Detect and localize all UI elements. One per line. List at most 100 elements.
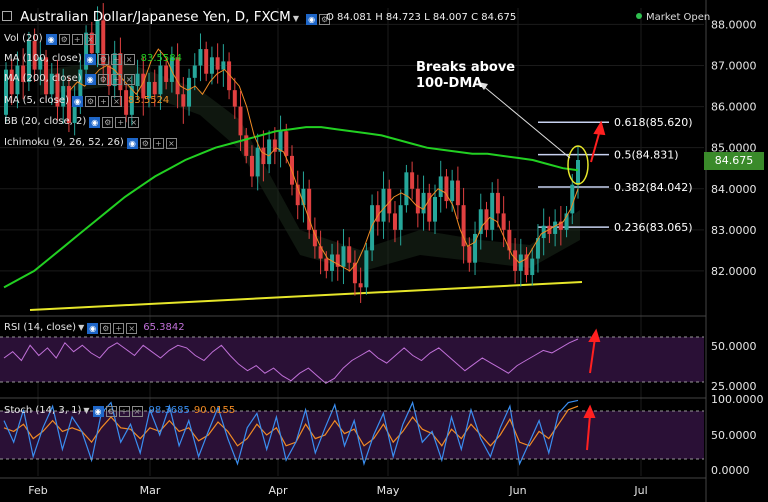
eye-icon[interactable]: ◉ <box>89 117 101 128</box>
candle-body <box>478 209 483 234</box>
candle-body <box>118 53 123 91</box>
close-icon[interactable]: × <box>110 96 122 107</box>
add-icon[interactable]: + <box>97 96 109 107</box>
eye-icon[interactable]: ◉ <box>45 34 57 45</box>
candle-body <box>352 262 357 284</box>
add-icon[interactable]: + <box>110 74 122 85</box>
candle-body <box>284 131 289 156</box>
candle-body <box>370 205 375 251</box>
symbol-title[interactable]: Australian Dollar/Japanese Yen, D, FXCM <box>20 9 291 25</box>
settings-icon[interactable]: ⚙ <box>139 138 151 149</box>
price-tick-label: 87.0000 <box>711 60 757 73</box>
candle-body <box>66 86 71 124</box>
indicator-label: Vol (20) <box>4 33 43 44</box>
settings-icon[interactable]: ⚙ <box>97 54 109 65</box>
low-value: L 84.007 <box>424 12 468 23</box>
candle-body <box>106 65 111 87</box>
high-value: H 84.723 <box>375 12 421 23</box>
ma100-line <box>3 126 579 289</box>
candle-body <box>507 229 512 251</box>
rsi-value: 65.3842 <box>143 322 185 333</box>
candle-body <box>26 40 31 82</box>
add-icon[interactable]: + <box>71 34 83 45</box>
price-tick-label: 84.0000 <box>711 183 757 196</box>
candle-body <box>564 213 569 230</box>
dropdown-icon[interactable]: ▼ <box>292 14 299 23</box>
eye-icon[interactable]: ◉ <box>92 406 104 417</box>
candle-body <box>101 20 106 66</box>
indicator-vol[interactable]: Vol (20) ◉ ⚙ + × <box>4 33 98 45</box>
close-icon[interactable]: × <box>123 54 135 65</box>
chart-header: Australian Dollar/Japanese Yen, D, FXCM ▼… <box>2 9 332 26</box>
indicator-ichimoku[interactable]: Ichimoku (9, 26, 52, 26) ◉ ⚙ + × <box>4 137 179 149</box>
candle-body <box>89 32 94 54</box>
eye-icon[interactable]: ◉ <box>84 74 96 85</box>
add-icon[interactable]: + <box>118 406 130 417</box>
collapse-icon[interactable] <box>2 11 12 21</box>
indicator-label: MA (200, close) <box>4 73 82 84</box>
settings-icon[interactable]: ⚙ <box>319 14 331 25</box>
candle-body <box>244 135 249 156</box>
settings-icon[interactable]: ⚙ <box>97 74 109 85</box>
candle-body <box>175 57 180 95</box>
annotation-pointer-line <box>481 84 571 159</box>
stoch-tick-label: 100.0000 <box>711 393 764 406</box>
add-icon[interactable]: + <box>113 323 125 334</box>
indicator-label: MA (100, close) <box>4 53 82 64</box>
settings-icon[interactable]: ⚙ <box>58 34 70 45</box>
candle-body <box>181 94 186 107</box>
candlestick-series <box>4 3 580 303</box>
add-icon[interactable]: + <box>152 138 164 149</box>
add-icon[interactable]: + <box>115 117 127 128</box>
candle-body <box>141 73 146 99</box>
candle-body <box>553 221 558 234</box>
candle-body <box>530 258 535 276</box>
breakout-highlight-ellipse <box>567 145 589 185</box>
add-icon[interactable]: + <box>110 54 122 65</box>
header-controls: ◉ ⚙ <box>306 11 332 26</box>
candle-body <box>84 32 89 70</box>
stoch-pane-band <box>0 411 704 459</box>
candle-body <box>44 57 49 95</box>
close-icon[interactable]: × <box>123 74 135 85</box>
rsi-label: RSI (14, close) <box>4 322 77 333</box>
market-status: Market Open <box>636 12 710 23</box>
close-icon[interactable]: × <box>165 138 177 149</box>
eye-icon[interactable]: ◉ <box>87 323 99 334</box>
close-icon[interactable]: × <box>84 34 96 45</box>
stoch-legend[interactable]: Stoch (14, 3, 1) ▼ ◉ ⚙ + × 98.3685 90.0155 <box>4 405 235 417</box>
eye-icon[interactable]: ◉ <box>84 54 96 65</box>
indicator-bb[interactable]: BB (20, close, 2) ◉ ⚙ + × <box>4 116 141 128</box>
indicator-ma200[interactable]: MA (200, close) ◉ ⚙ + × <box>4 73 137 85</box>
open-value: O 84.081 <box>326 12 373 23</box>
settings-icon[interactable]: ⚙ <box>102 117 114 128</box>
settings-icon[interactable]: ⚙ <box>84 96 96 107</box>
ma5-line <box>69 48 579 272</box>
eye-icon[interactable]: ◉ <box>306 14 318 25</box>
candle-body <box>278 131 283 152</box>
dropdown-icon[interactable]: ▼ <box>83 406 90 415</box>
candle-body <box>152 81 157 95</box>
candle-body <box>421 192 426 214</box>
indicator-ma5[interactable]: MA (5, close) ◉ ⚙ + × 83.5524 <box>4 95 169 107</box>
dropdown-icon[interactable]: ▼ <box>78 323 85 332</box>
eye-icon[interactable]: ◉ <box>126 138 138 149</box>
close-icon[interactable]: × <box>128 117 140 128</box>
indicator-ma100[interactable]: MA (100, close) ◉ ⚙ + × 83.5584 <box>4 53 182 65</box>
rsi-legend[interactable]: RSI (14, close) ▼ ◉ ⚙ + × 65.3842 <box>4 322 185 334</box>
eye-icon[interactable]: ◉ <box>71 96 83 107</box>
close-icon[interactable]: × <box>126 323 138 334</box>
candle-body <box>335 254 340 267</box>
candle-body <box>387 188 392 214</box>
settings-icon[interactable]: ⚙ <box>100 323 112 334</box>
red-up-arrows <box>583 120 606 451</box>
candle-body <box>301 188 306 206</box>
candle-body <box>381 188 386 222</box>
candle-body <box>455 180 460 206</box>
candle-body <box>15 65 20 95</box>
settings-icon[interactable]: ⚙ <box>105 406 117 417</box>
candle-body <box>129 86 134 115</box>
candle-body <box>495 192 500 214</box>
close-icon[interactable]: × <box>131 406 143 417</box>
candle-body <box>318 246 323 259</box>
